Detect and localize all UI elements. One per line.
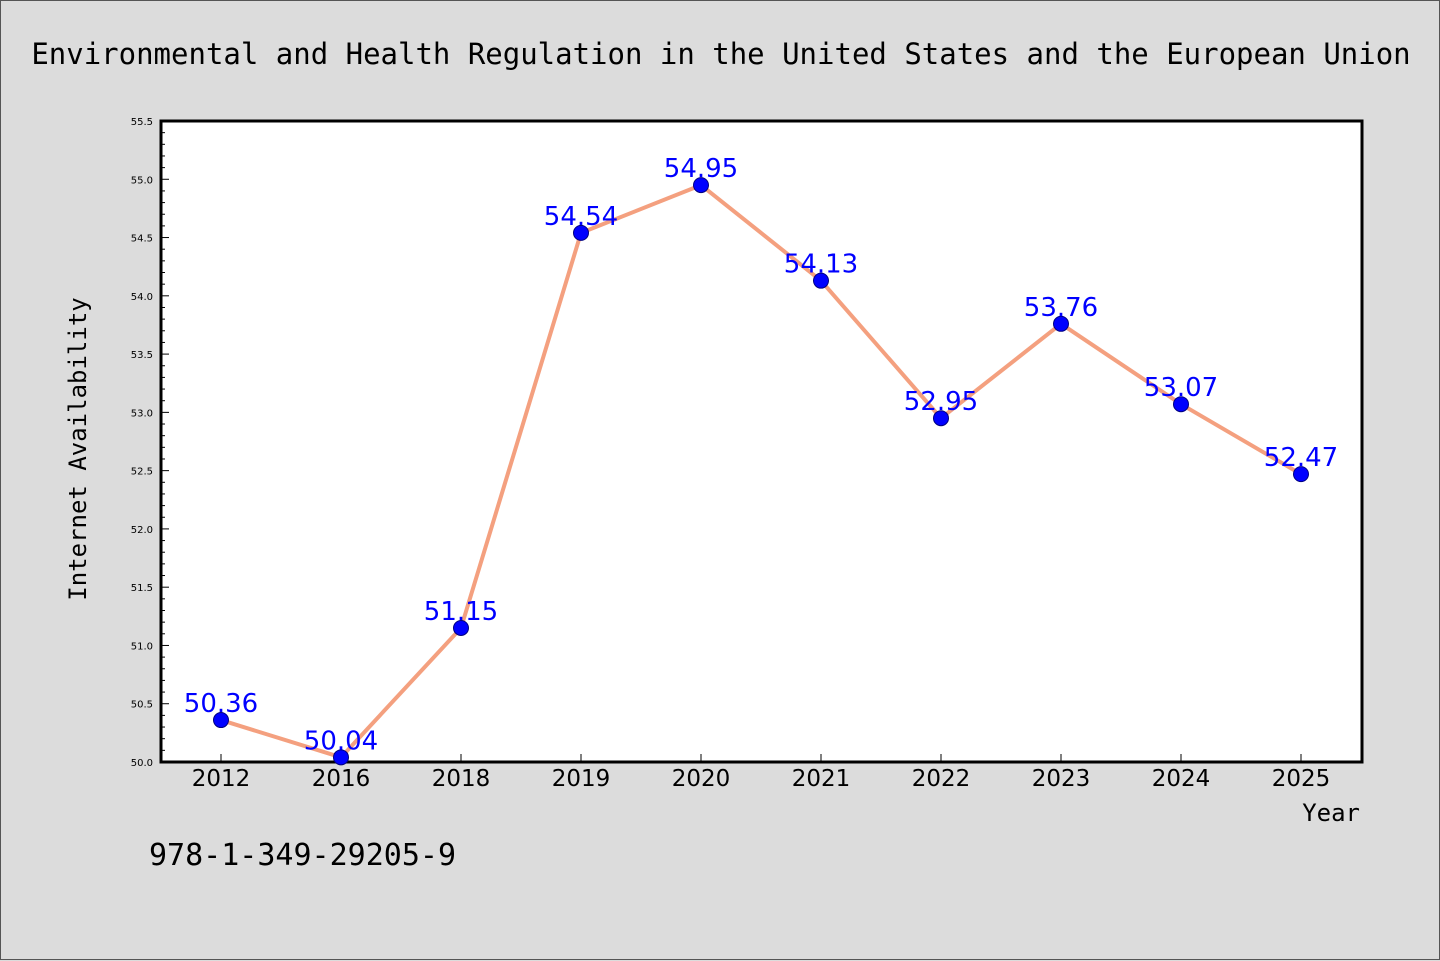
data-point xyxy=(693,177,709,194)
x-tick-label: 2020 xyxy=(672,766,731,792)
plot-area xyxy=(159,119,1364,764)
x-tick-label: 2022 xyxy=(912,766,971,792)
data-point xyxy=(333,749,349,766)
y-tick-label: 53.5 xyxy=(131,350,153,361)
x-tick-label: 2012 xyxy=(192,766,251,792)
chart-title: Environmental and Health Regulation in t… xyxy=(31,37,1410,71)
y-tick-label: 51.5 xyxy=(131,583,153,594)
y-axis: 50.0 50.5 51.0 51.5 52.0 52.5 53.0 53.5 54.0 54.5… xyxy=(131,117,169,769)
x-tick-label: 2016 xyxy=(312,766,371,792)
data-point xyxy=(813,272,829,289)
data-point xyxy=(1293,466,1309,483)
y-tick-label: 54.0 xyxy=(131,292,153,303)
x-tick-label: 2024 xyxy=(1152,766,1211,792)
data-point xyxy=(1173,396,1189,413)
data-label: 50.04 xyxy=(304,726,378,756)
data-point xyxy=(213,712,229,729)
data-label: 52.95 xyxy=(904,387,978,417)
data-point xyxy=(1053,315,1069,332)
data-label: 50.36 xyxy=(184,689,258,719)
y-tick-label: 50.0 xyxy=(131,758,153,769)
y-tick-label: 52.5 xyxy=(131,467,153,478)
y-tick-label: 55.0 xyxy=(131,175,153,186)
y-axis-title: Internet Availability xyxy=(64,297,92,600)
x-tick-label: 2025 xyxy=(1272,766,1331,792)
data-label: 51.15 xyxy=(424,597,498,627)
y-tick-label: 55.5 xyxy=(131,117,153,128)
isbn-label: 978-1-349-29205-9 xyxy=(149,838,456,873)
y-tick-label: 52.0 xyxy=(131,525,153,536)
data-point xyxy=(573,224,589,241)
x-axis: 2012 2016 2018 2019 2020 2021 2022 2023 2024 2025 xyxy=(192,754,1331,792)
data-label: 53.07 xyxy=(1144,373,1218,403)
x-tick-label: 2021 xyxy=(792,766,851,792)
data-label: 54.13 xyxy=(784,250,858,280)
x-tick-label: 2023 xyxy=(1032,766,1091,792)
data-point xyxy=(453,619,469,636)
series-line xyxy=(219,183,1303,760)
x-tick-label: 2019 xyxy=(552,766,611,792)
data-point xyxy=(933,410,949,427)
series-group: 50.36 50.04 51.15 54.54 54.95 54.13 52.95 53.76… xyxy=(184,154,1338,766)
data-label: 54.95 xyxy=(664,154,738,184)
y-tick-label: 53.0 xyxy=(131,408,153,419)
x-axis-title: Year xyxy=(1302,799,1360,827)
x-tick-label: 2018 xyxy=(432,766,491,792)
y-tick-label: 50.5 xyxy=(131,700,153,711)
data-label: 54.54 xyxy=(544,202,618,232)
y-tick-label: 51.0 xyxy=(131,641,153,652)
data-label: 52.47 xyxy=(1264,443,1338,473)
y-tick-label: 54.5 xyxy=(131,234,153,245)
data-label: 53.76 xyxy=(1024,293,1098,323)
